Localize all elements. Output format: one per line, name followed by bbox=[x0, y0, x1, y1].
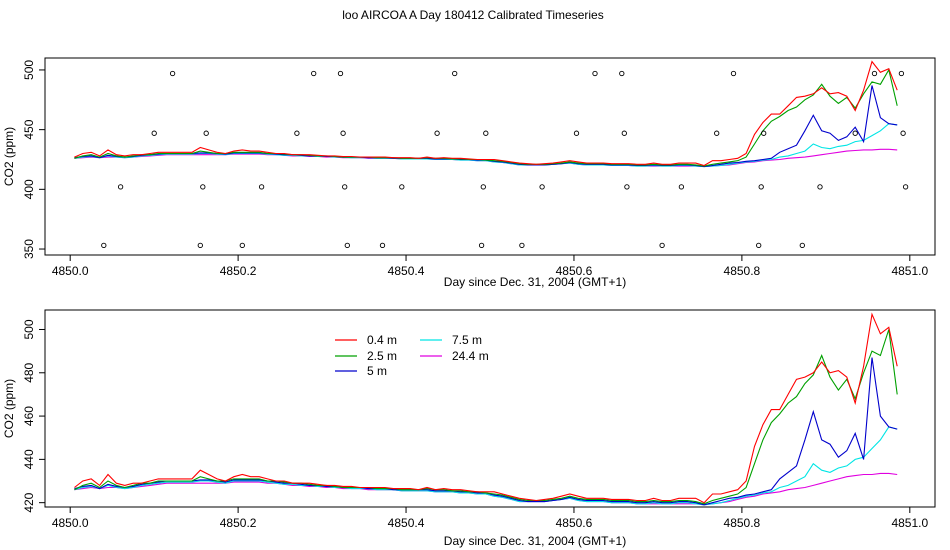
valve-marker-point bbox=[758, 184, 764, 190]
y-axis-label: CO2 (ppm) bbox=[2, 379, 16, 438]
series-line-7-5-m bbox=[74, 123, 898, 168]
valve-marker-point bbox=[151, 130, 157, 136]
y-tick-label: 500 bbox=[22, 60, 36, 80]
series-line-2-5-m bbox=[74, 329, 898, 505]
valve-marker-point bbox=[756, 242, 762, 249]
valve-marker-point bbox=[659, 242, 665, 249]
valve-marker-point bbox=[898, 70, 905, 77]
series-group bbox=[74, 312, 898, 506]
valve-marker-point bbox=[342, 184, 348, 190]
x-tick-label: 4850.2 bbox=[220, 516, 257, 530]
x-tick-label: 4850.8 bbox=[724, 516, 761, 530]
valve-marker-point bbox=[902, 184, 909, 190]
valve-marker-point bbox=[337, 70, 344, 77]
y-tick-label: 480 bbox=[22, 362, 36, 382]
x-tick-label: 4850.6 bbox=[556, 264, 593, 278]
valve-marker-point bbox=[852, 130, 858, 136]
legend-label: 7.5 m bbox=[452, 333, 482, 347]
x-tick-label: 4851.0 bbox=[891, 516, 928, 530]
x-tick-label: 4850.4 bbox=[388, 516, 425, 530]
y-tick-label: 400 bbox=[22, 179, 36, 199]
series-line-0-4-m bbox=[74, 60, 898, 167]
valve-marker-point bbox=[483, 130, 489, 136]
legend-label: 2.5 m bbox=[367, 349, 397, 363]
valve-marker-point bbox=[379, 242, 386, 249]
y-tick-label: 350 bbox=[22, 239, 36, 259]
legend-label: 0.4 m bbox=[367, 333, 397, 347]
x-tick-label: 4850.4 bbox=[388, 264, 425, 278]
valve-marker-point bbox=[452, 70, 458, 77]
valve-marker-point bbox=[311, 70, 317, 77]
valve-marker-point bbox=[592, 70, 598, 77]
bottom-panel: 4850.0 4850.2 4850.4 4850.6 4850.8 4851.0 420 4… bbox=[2, 309, 936, 548]
valve-marker-point bbox=[621, 130, 627, 136]
valve-marker-point bbox=[478, 242, 485, 249]
valve-marker-point bbox=[519, 242, 525, 249]
top-panel: 4850.0 4850.2 4850.4 4850.6 4850.8 4851.0 350 4… bbox=[2, 57, 936, 289]
y-tick-label: 440 bbox=[22, 449, 36, 469]
series-line-7-5-m bbox=[74, 426, 898, 506]
valve-marker-point bbox=[239, 242, 245, 249]
series-group bbox=[74, 60, 898, 168]
valve-marker-point bbox=[573, 130, 580, 136]
valve-marker-point bbox=[480, 184, 486, 190]
valve-marker-point bbox=[258, 184, 265, 190]
valve-marker-point bbox=[101, 242, 107, 249]
x-tick-label: 4850.0 bbox=[52, 264, 89, 278]
y-tick-label: 420 bbox=[22, 492, 36, 512]
plot-frame bbox=[44, 57, 936, 256]
legend-label: 24.4 m bbox=[452, 349, 489, 363]
valve-marker-point bbox=[900, 130, 906, 136]
x-axis-label: Day since Dec. 31, 2004 (GMT+1) bbox=[444, 275, 626, 289]
y-tick-label: 460 bbox=[22, 406, 36, 426]
valve-marker-point bbox=[817, 184, 823, 190]
valve-marker-point bbox=[761, 130, 767, 136]
valve-marker-point bbox=[200, 184, 206, 190]
valve-marker-point bbox=[434, 130, 440, 136]
valve-marker-point bbox=[730, 70, 737, 77]
valve-marker-point bbox=[117, 184, 124, 190]
valve-marker-point bbox=[714, 130, 720, 136]
valve-marker-point bbox=[799, 242, 805, 249]
valve-marker-point bbox=[169, 70, 176, 77]
x-tick-label: 4850.8 bbox=[724, 264, 761, 278]
x-tick-label: 4851.0 bbox=[891, 264, 928, 278]
figure-title: loo AIRCOA A Day 180412 Calibrated Times… bbox=[342, 8, 603, 22]
valve-marker-point bbox=[399, 184, 405, 190]
y-axis-label: CO2 (ppm) bbox=[2, 127, 16, 186]
valve-marker-point bbox=[340, 130, 346, 136]
x-tick-label: 4850.6 bbox=[556, 516, 593, 530]
valve-marker-point bbox=[344, 242, 350, 249]
series-line-0-4-m bbox=[74, 312, 898, 504]
valve-marker-point bbox=[678, 184, 685, 190]
x-tick-label: 4850.2 bbox=[220, 264, 257, 278]
x-tick-label: 4850.0 bbox=[52, 516, 89, 530]
valve-marker-point bbox=[197, 242, 203, 249]
x-axis-label: Day since Dec. 31, 2004 (GMT+1) bbox=[444, 534, 626, 548]
valve-marker-point bbox=[871, 70, 878, 77]
y-tick-label: 450 bbox=[22, 119, 36, 139]
valve-marker-point bbox=[539, 184, 545, 190]
legend-label: 5 m bbox=[367, 364, 387, 378]
y-tick-label: 500 bbox=[22, 319, 36, 339]
valve-marker-point bbox=[294, 130, 300, 136]
plot-frame bbox=[44, 309, 936, 508]
valve-marker-point bbox=[619, 70, 625, 77]
valve-marker-point bbox=[203, 130, 209, 136]
legend: 0.4 m 2.5 m5 m 7.5 m 24.4 m bbox=[335, 333, 489, 378]
series-line-2-5-m bbox=[74, 68, 898, 167]
valve-marker-point bbox=[624, 184, 630, 190]
